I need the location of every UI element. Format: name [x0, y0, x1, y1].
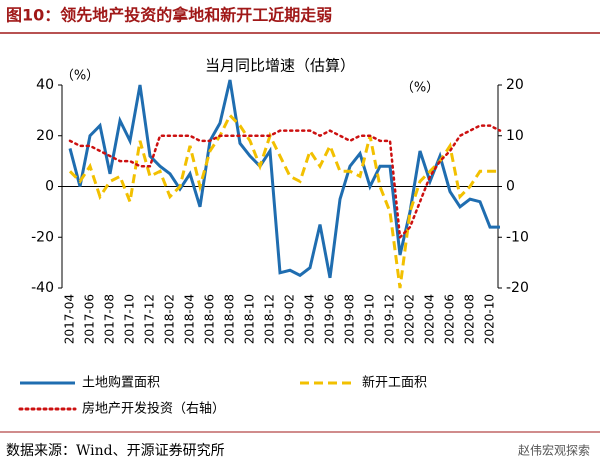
x-tick-label: 2017-04: [63, 294, 77, 344]
watermark: 赵伟宏观探索: [518, 443, 590, 458]
x-tick-label: 2019-12: [383, 294, 397, 344]
x-tick-label: 2018-12: [263, 294, 277, 344]
y2-unit: （%）: [401, 81, 439, 96]
x-tick-label: 2020-08: [463, 294, 477, 344]
y-tick-label: 0: [45, 179, 54, 195]
x-tick-label: 2018-02: [163, 294, 177, 344]
series-line: [68, 124, 502, 241]
x-tick-label: 2020-04: [423, 294, 437, 344]
y2-tick-label: -20: [506, 280, 529, 296]
x-tick-label: 2020-06: [443, 294, 457, 344]
chart-title: 图10：领先地产投资的拿地和新开工近期走弱: [6, 6, 332, 25]
series-line: [68, 112, 500, 289]
y-tick-label: -20: [31, 229, 54, 245]
x-tick-label: 2018-08: [223, 294, 237, 344]
y-tick-label: 40: [36, 77, 54, 93]
x-tick-label: 2019-06: [323, 294, 337, 344]
x-tick-label: 2018-04: [183, 294, 197, 344]
x-tick-label: 2017-06: [83, 294, 97, 344]
legend-label: 土地购置面积: [82, 375, 160, 391]
chart-subtitle: 当月同比增速（估算）: [205, 57, 355, 75]
x-tick-label: 2019-08: [343, 294, 357, 344]
y-tick-label: -40: [31, 280, 54, 296]
x-tick-label: 2018-10: [243, 294, 257, 344]
y2-tick-label: 20: [506, 77, 524, 93]
y-unit: （%）: [61, 69, 99, 84]
y2-tick-label: -10: [506, 229, 529, 245]
x-tick-label: 2020-10: [483, 294, 497, 344]
series-line: [68, 79, 500, 279]
y2-tick-label: 10: [506, 128, 524, 144]
x-tick-label: 2017-08: [103, 294, 117, 344]
y2-tick-label: 0: [506, 179, 515, 195]
x-tick-label: 2018-06: [203, 294, 217, 344]
y-tick-label: 20: [36, 128, 54, 144]
x-tick-label: 2019-04: [303, 294, 317, 344]
x-tick-label: 2019-02: [283, 294, 297, 344]
legend-label: 房地产开发投资（右轴）: [82, 401, 225, 417]
x-tick-label: 2019-10: [363, 294, 377, 344]
x-tick-label: 2017-12: [143, 294, 157, 344]
x-tick-label: 2017-10: [123, 294, 137, 344]
x-tick-label: 2020-02: [403, 294, 417, 344]
legend-label: 新开工面积: [362, 375, 427, 391]
source: 数据来源：Wind、开源证券研究所: [6, 443, 225, 459]
